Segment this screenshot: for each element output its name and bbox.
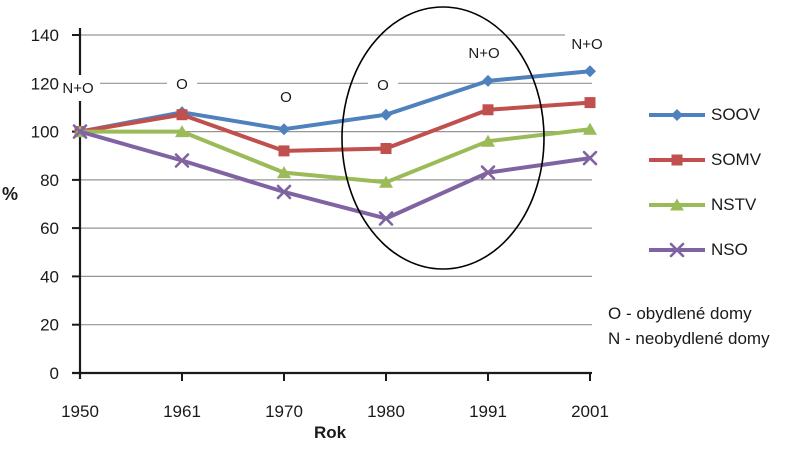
point-somv-1970 (278, 145, 290, 157)
legend-item-soov: SOOV (648, 104, 761, 126)
annotation-bg-1980 (368, 72, 398, 98)
y-tick-label-100: 100 (31, 123, 59, 142)
point-nso-1950 (72, 124, 88, 139)
note-line-o: O - obydlené domy (608, 304, 752, 323)
point-somv-1980 (380, 143, 392, 154)
y-tick-label-20: 20 (40, 316, 59, 335)
note-line-n: N - neobydlené domy (608, 329, 770, 348)
point-somv-1961 (176, 109, 188, 121)
x-tick-label-2001: 2001 (571, 402, 609, 421)
x-tick-label-1970: 1970 (265, 402, 303, 421)
y-tick-label-140: 140 (31, 26, 59, 45)
point-soov-1980 (380, 108, 392, 121)
annotation-label-2001: N+O (571, 36, 602, 53)
point-nstv-2001 (583, 122, 597, 135)
legend-item-somv: SOMV (648, 149, 761, 171)
point-nstv-1991 (481, 134, 495, 147)
point-nso-1970 (276, 184, 292, 200)
legend-label-nso: NSO (711, 240, 748, 259)
legend-item-nso: NSO (648, 239, 761, 261)
point-nso-2001 (582, 150, 598, 166)
series-line-nstv (78, 127, 592, 185)
point-nstv-1980 (379, 175, 393, 188)
legend-label-nstv: NSTV (711, 195, 757, 214)
point-soov-1970 (278, 123, 290, 136)
point-nstv-1961 (175, 125, 189, 138)
annotation-bg-1991 (462, 40, 506, 66)
point-soov-2001 (584, 65, 596, 78)
legend-label-soov: SOOV (711, 105, 761, 124)
annotation-label-1950: N+O (62, 80, 93, 97)
point-nso-1980 (378, 211, 394, 226)
legend-marker-x-icon (649, 242, 705, 258)
y-tick-label-40: 40 (40, 267, 59, 286)
y-tick-label-120: 120 (31, 74, 59, 93)
annotation-label-1980: O (377, 77, 389, 94)
x-tick-label-1950: 1950 (61, 402, 99, 421)
series-line-somv (78, 100, 592, 153)
point-soov-1991 (482, 74, 494, 87)
legend-marker-triangle-icon (649, 198, 705, 211)
y-tick-label-80: 80 (40, 171, 59, 190)
annotation-label-1961: O (176, 76, 188, 93)
legend-item-nstv: NSTV (648, 194, 761, 216)
x-tick-label-1961: 1961 (163, 402, 201, 421)
point-somv-1991 (482, 104, 494, 116)
annotation-bg-1961 (167, 71, 197, 97)
series-line-nso (78, 129, 592, 221)
legend: SOOV SOMV NSTV NSO (648, 104, 761, 261)
y-tick-label-0: 0 (50, 364, 59, 383)
point-nstv-1970 (277, 166, 291, 179)
legend-marker-square-icon (649, 154, 705, 166)
x-axis-title: Rok (313, 423, 347, 442)
point-nso-1991 (480, 165, 496, 180)
annotation-label-1970: O (280, 89, 292, 106)
legend-marker-diamond-icon (649, 109, 705, 121)
point-nso-1961 (174, 153, 190, 168)
annotation-bg-1950 (56, 75, 100, 101)
y-tick-label-60: 60 (40, 219, 59, 238)
annotation-label-1991: N+O (468, 45, 499, 62)
point-somv-2001 (584, 97, 596, 109)
series-line-soov (78, 69, 592, 134)
annotation-bg-2001 (565, 31, 609, 57)
notes-block: O - obydlené domy N - neobydlené domy (608, 301, 770, 351)
x-tick-label-1980: 1980 (367, 402, 405, 421)
y-axis-title: % (2, 184, 19, 204)
legend-label-somv: SOMV (711, 150, 762, 169)
highlight-ellipse (341, 6, 545, 270)
annotation-bg-1970 (271, 84, 301, 110)
x-tick-label-1991: 1991 (469, 402, 507, 421)
